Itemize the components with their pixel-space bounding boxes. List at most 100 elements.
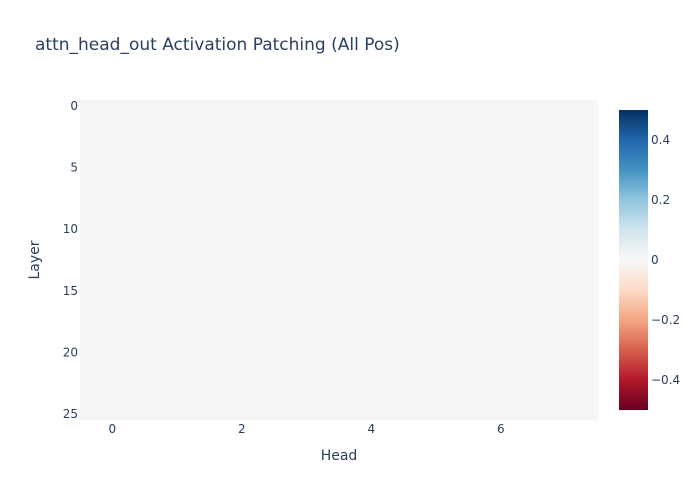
heatmap-cell — [274, 296, 340, 310]
heatmap-cell — [274, 321, 340, 335]
heatmap-cell — [274, 223, 340, 236]
heatmap-cell — [274, 124, 340, 138]
heatmap-cell — [339, 235, 405, 249]
heatmap-cell — [339, 173, 405, 187]
heatmap-cell — [274, 272, 340, 286]
heatmap-cell — [144, 395, 210, 409]
heatmap-cell — [468, 136, 534, 150]
heatmap-cell — [468, 407, 534, 421]
heatmap-cell — [80, 309, 146, 322]
heatmap-cell — [80, 272, 146, 286]
heatmap-cell — [533, 284, 599, 298]
x-axis-title: Head — [321, 448, 358, 464]
heatmap-cell — [403, 395, 469, 409]
heatmap-cell — [274, 395, 340, 409]
heatmap-cell — [209, 223, 275, 236]
heatmap-cell — [80, 223, 146, 236]
heatmap-cell — [144, 284, 210, 298]
heatmap-cell — [339, 284, 405, 298]
x-tick-label: 4 — [368, 422, 376, 436]
heatmap-cell — [468, 272, 534, 286]
heatmap-cell — [209, 407, 275, 421]
heatmap-cell — [533, 395, 599, 409]
heatmap-cell — [80, 136, 146, 150]
x-tick-label: 0 — [109, 422, 117, 436]
heatmap-cell — [533, 346, 599, 359]
heatmap-cell — [209, 321, 275, 335]
heatmap-cell — [80, 333, 146, 347]
heatmap-cell — [274, 346, 340, 359]
heatmap-cell — [339, 395, 405, 409]
heatmap-cell — [468, 260, 534, 273]
heatmap-cell — [144, 383, 210, 396]
x-tick-label: 6 — [497, 422, 505, 436]
heatmap-cell — [468, 112, 534, 126]
heatmap-cell — [403, 321, 469, 335]
heatmap-cell — [209, 124, 275, 138]
heatmap-cell — [339, 161, 405, 175]
heatmap-cell — [144, 136, 210, 150]
heatmap-cell — [533, 333, 599, 347]
heatmap-cell — [274, 161, 340, 175]
heatmap-cell — [80, 296, 146, 310]
heatmap-cell — [403, 149, 469, 162]
heatmap-cell — [403, 407, 469, 421]
colorbar-tick-label: 0.4 — [651, 133, 670, 147]
heatmap-cell — [274, 112, 340, 126]
heatmap-cell — [80, 149, 146, 162]
heatmap-cell — [144, 346, 210, 359]
heatmap-cell — [339, 358, 405, 372]
heatmap-cell — [209, 247, 275, 261]
heatmap-cell — [144, 247, 210, 261]
heatmap-cell — [80, 198, 146, 212]
heatmap-cell — [533, 173, 599, 187]
heatmap-cell — [339, 149, 405, 162]
heatmap-cell — [274, 383, 340, 396]
heatmap-cell — [533, 272, 599, 286]
y-tick-label: 20 — [63, 345, 78, 359]
heatmap-cell — [403, 198, 469, 212]
heatmap-cell — [468, 198, 534, 212]
heatmap-cell — [468, 333, 534, 347]
heatmap-cell — [468, 321, 534, 335]
heatmap-cell — [403, 136, 469, 150]
heatmap-cell — [468, 383, 534, 396]
heatmap-cell — [80, 100, 146, 113]
heatmap-cell — [144, 173, 210, 187]
heatmap-cell — [80, 161, 146, 175]
heatmap-cell — [209, 346, 275, 359]
heatmap-cell — [144, 296, 210, 310]
heatmap-cell — [144, 112, 210, 126]
heatmap-cell — [468, 247, 534, 261]
heatmap-cell — [403, 333, 469, 347]
heatmap-cell — [209, 235, 275, 249]
heatmap-cell — [80, 346, 146, 359]
colorbar-tick-label: −0.4 — [651, 373, 680, 387]
heatmap-cell — [209, 395, 275, 409]
heatmap-cell — [339, 100, 405, 113]
heatmap-cell — [533, 198, 599, 212]
heatmap-cell — [80, 186, 146, 199]
heatmap-cell — [468, 395, 534, 409]
heatmap-cell — [468, 186, 534, 199]
heatmap-cell — [209, 161, 275, 175]
heatmap-cell — [274, 333, 340, 347]
heatmap-cell — [80, 112, 146, 126]
plot-area — [80, 100, 599, 421]
heatmap-cell — [80, 173, 146, 187]
heatmap-cell — [209, 112, 275, 126]
heatmap-cell — [274, 100, 340, 113]
heatmap-cell — [80, 247, 146, 261]
heatmap-cell — [144, 210, 210, 224]
heatmap-cell — [533, 161, 599, 175]
heatmap-cell — [144, 100, 210, 113]
heatmap-cell — [533, 407, 599, 421]
heatmap-cell — [339, 247, 405, 261]
heatmap-cell — [533, 321, 599, 335]
heatmap-cell — [144, 260, 210, 273]
heatmap-cell — [209, 260, 275, 273]
heatmap-cell — [209, 370, 275, 384]
heatmap-cell — [339, 186, 405, 199]
heatmap-cell — [274, 370, 340, 384]
heatmap-cell — [403, 346, 469, 359]
